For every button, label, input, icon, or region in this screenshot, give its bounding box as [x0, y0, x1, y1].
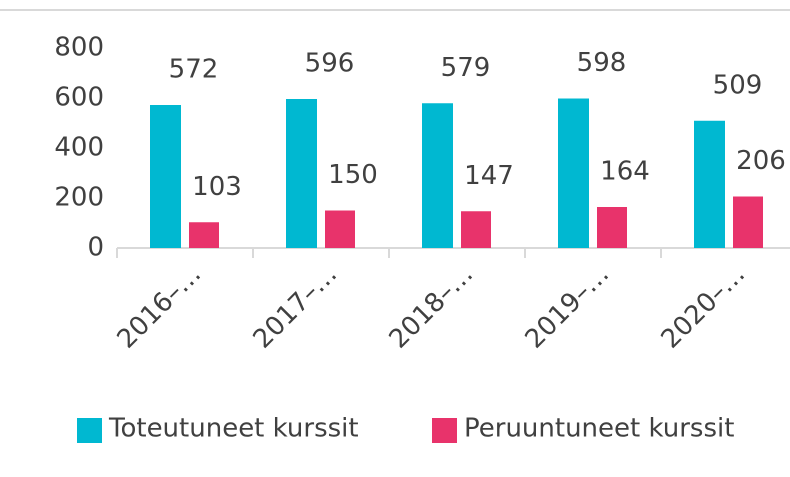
- x-tick-label: 2016–…: [112, 259, 208, 355]
- x-tick-label: 2019–…: [520, 259, 616, 355]
- y-tick-label: 400: [54, 133, 104, 163]
- value-label: 147: [464, 161, 514, 191]
- legend-label: Toteutuneet kurssit: [108, 414, 359, 444]
- x-tick-label: 2020–…: [656, 259, 752, 355]
- value-label: 164: [600, 157, 650, 187]
- bar: [733, 196, 763, 248]
- bar: [694, 120, 725, 248]
- value-label: 579: [441, 53, 491, 83]
- bar: [422, 103, 453, 248]
- y-tick-label: 600: [54, 83, 104, 113]
- value-label: 150: [328, 160, 378, 190]
- legend-swatch: [432, 418, 457, 443]
- x-tick-label: 2018–…: [384, 259, 480, 355]
- legend-swatch: [77, 418, 102, 443]
- value-label: 103: [192, 172, 242, 202]
- value-label: 598: [577, 48, 627, 78]
- y-tick-label: 0: [87, 233, 104, 263]
- legend-label: Peruuntuneet kurssit: [464, 414, 734, 444]
- x-tick-label: 2017–…: [248, 259, 344, 355]
- y-tick-label: 800: [54, 33, 104, 63]
- bar: [558, 98, 589, 248]
- bar: [286, 99, 317, 248]
- bar: [325, 210, 355, 248]
- bar: [597, 207, 627, 248]
- bar: [461, 211, 491, 248]
- y-tick-label: 200: [54, 183, 104, 213]
- bar: [150, 105, 181, 248]
- value-label: 206: [736, 146, 786, 176]
- bar: [189, 222, 219, 248]
- value-label: 596: [305, 49, 355, 79]
- value-label: 509: [713, 70, 763, 100]
- value-label: 572: [169, 55, 219, 85]
